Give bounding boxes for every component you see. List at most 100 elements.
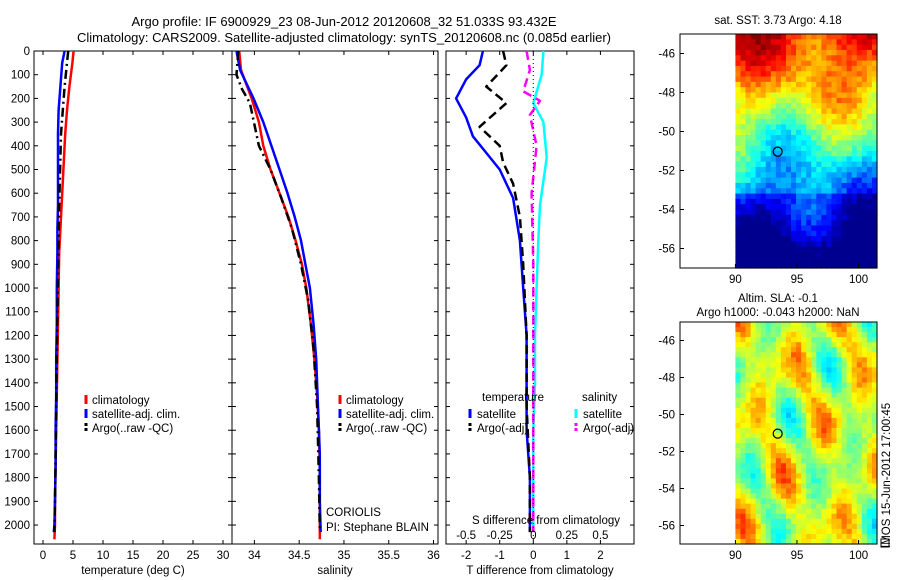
map-cell <box>785 97 792 104</box>
map-cell <box>796 433 802 439</box>
map-cell <box>740 225 747 232</box>
map-cell <box>740 81 747 88</box>
map-cell <box>770 493 777 500</box>
map-cell <box>791 119 797 126</box>
map-cell <box>831 337 838 343</box>
map-cell <box>846 508 853 515</box>
map-cell <box>750 453 757 459</box>
map-cell <box>755 478 762 485</box>
map-cell <box>831 198 838 205</box>
map-cell <box>801 135 807 141</box>
map-cell <box>735 337 742 343</box>
map-cell <box>765 498 772 505</box>
map-cell <box>780 108 787 115</box>
map-cell <box>760 193 767 200</box>
map-cell <box>740 119 747 126</box>
map-cell <box>811 473 817 480</box>
map-cell <box>750 533 757 540</box>
map-cell <box>775 135 782 141</box>
map-cell <box>785 443 792 449</box>
map-cell <box>750 246 757 253</box>
map-cell <box>831 145 838 152</box>
map-cell <box>796 407 802 414</box>
map-cell <box>856 225 863 232</box>
map-cell <box>735 124 742 131</box>
map-cell <box>846 193 853 200</box>
map-cell <box>775 347 782 353</box>
map-cell <box>796 161 802 168</box>
y-tick-label: 800 <box>11 236 30 248</box>
y-tick-label: -46 <box>658 49 675 61</box>
map-cell <box>866 92 873 99</box>
map-cell <box>826 533 833 540</box>
map-cell <box>745 443 752 449</box>
map-cell <box>785 65 792 72</box>
legend-label: Argo(..raw -QC) <box>346 423 427 435</box>
map-cell <box>816 422 822 429</box>
map-cell <box>775 182 782 189</box>
map-cell <box>826 402 833 409</box>
map-cell <box>755 357 762 363</box>
map-cell <box>755 518 762 525</box>
map-cell <box>750 172 757 179</box>
map-cell <box>765 225 772 232</box>
map-cell <box>836 533 843 540</box>
map-cell <box>851 427 858 434</box>
map-cell <box>770 172 777 179</box>
map-cell <box>851 193 858 200</box>
map-cell <box>816 337 822 343</box>
map-cell <box>791 518 797 525</box>
map-cell <box>765 177 772 184</box>
map-cell <box>821 262 828 269</box>
map-cell <box>775 108 782 115</box>
map-cell <box>791 377 797 384</box>
map-cell <box>735 377 742 384</box>
map-cell <box>765 508 772 515</box>
map-cell <box>826 337 833 343</box>
map-cell <box>826 463 833 469</box>
map-cell <box>816 498 822 505</box>
map-cell <box>871 327 878 333</box>
map-cell <box>745 412 752 419</box>
map-cell <box>791 407 797 414</box>
map-cell <box>816 453 822 459</box>
map-cell <box>735 87 742 94</box>
map-cell <box>841 498 848 505</box>
map-cell <box>785 412 792 419</box>
map-cell <box>745 236 752 243</box>
map-cell <box>755 193 762 200</box>
map-cell <box>861 172 868 179</box>
map-cell <box>765 257 772 264</box>
map-cell <box>750 204 757 211</box>
map-cell <box>861 498 868 505</box>
map-cell <box>861 151 868 157</box>
map-cell <box>765 209 772 216</box>
map-cell <box>735 387 742 394</box>
map-cell <box>760 145 767 152</box>
map-cell <box>750 332 757 338</box>
map-cell <box>735 448 742 454</box>
map-cell <box>826 49 833 56</box>
map-cell <box>765 347 772 353</box>
map-cell <box>740 362 747 369</box>
map-cell <box>755 156 762 163</box>
map-cell <box>871 145 878 152</box>
map-cell <box>750 156 757 163</box>
map-cell <box>750 448 757 454</box>
map-cell <box>735 433 742 439</box>
map-cell <box>785 473 792 480</box>
map-cell <box>770 49 777 56</box>
map-cell <box>770 533 777 540</box>
map-cell <box>846 488 853 495</box>
map-cell <box>775 252 782 258</box>
map-cell <box>755 352 762 358</box>
map-cell <box>791 342 797 348</box>
map-cell <box>811 246 817 253</box>
map-cell <box>796 182 802 189</box>
map-cell <box>740 129 747 136</box>
map-cell <box>851 377 858 384</box>
map-cell <box>806 458 812 464</box>
map-cell <box>760 166 767 173</box>
map-cell <box>821 156 828 163</box>
map-cell <box>811 103 817 110</box>
